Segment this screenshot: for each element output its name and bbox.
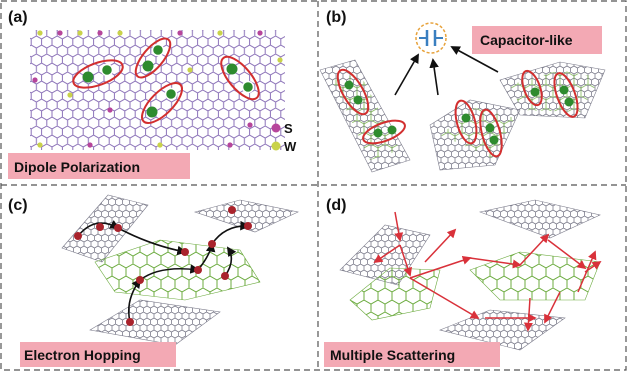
panel-b-caption-box: [472, 26, 602, 54]
panel-c-caption-box: [20, 342, 176, 367]
dipoles: [72, 37, 260, 124]
panel-c: (c) Electron Hopping: [8, 194, 299, 367]
panel-a: S W (a) Dipole Polarization: [8, 9, 297, 179]
sheet-c-green: [94, 239, 261, 301]
sheet-d-top-right: [478, 199, 601, 239]
panel-b-caption: Capacitor-like: [480, 32, 573, 48]
sheet-d-green-right: [469, 251, 601, 301]
panel-b-label: (b): [326, 9, 346, 26]
sheet-c-top-left: [61, 194, 149, 263]
arrows-b: [394, 46, 499, 96]
panel-b: Capacitor-like (b): [319, 9, 606, 173]
dipole-2: [134, 37, 172, 79]
legend: S W: [271, 121, 297, 154]
lattice-atoms: [32, 30, 283, 148]
capacitor-icon: [415, 22, 447, 54]
panel-d: (d) Multiple Scattering: [324, 197, 602, 367]
panel-d-caption-box: [324, 342, 500, 367]
legend-w: W: [284, 139, 297, 154]
dipole-4: [220, 55, 260, 101]
s-atom-icon: [271, 123, 281, 133]
panel-c-label: (c): [8, 197, 28, 214]
dipole-3: [141, 82, 183, 124]
panel-d-caption: Multiple Scattering: [330, 347, 455, 363]
scatter-arrows: [373, 211, 602, 332]
dipoles-b: [336, 68, 579, 158]
panel-d-label: (d): [326, 197, 346, 214]
panel-a-caption-box: [8, 153, 190, 179]
panel-c-caption: Electron Hopping: [24, 347, 141, 363]
dipole-1: [72, 59, 124, 89]
sheet-c-top-right: [193, 199, 299, 233]
panel-a-label: (a): [8, 9, 28, 26]
sheet-d-green-left: [349, 267, 441, 321]
sheet-left-green: [332, 74, 400, 160]
panel-a-caption: Dipole Polarization: [14, 159, 140, 175]
charges-b: [344, 80, 574, 145]
legend-s: S: [284, 121, 293, 136]
sheet-c-bottom: [89, 299, 221, 346]
hop-sites: [74, 206, 252, 326]
w-atom-icon: [271, 141, 281, 151]
